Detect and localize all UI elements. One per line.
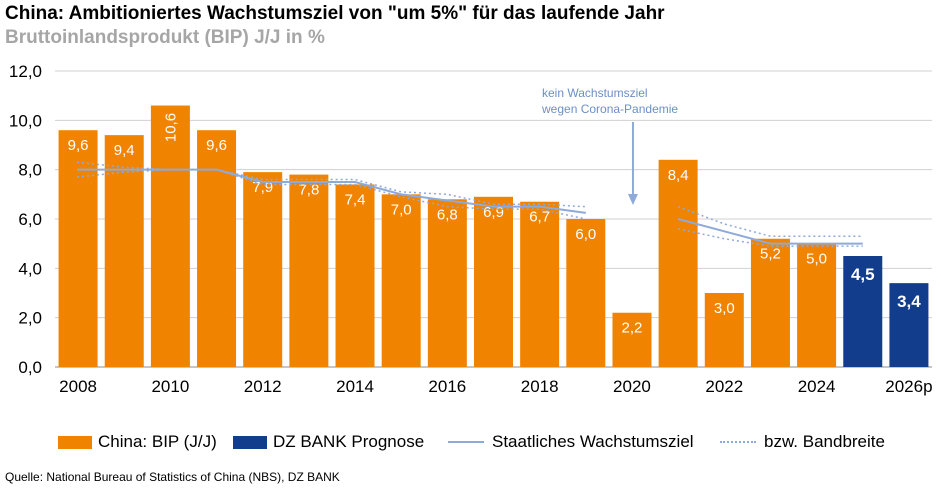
bar-line-chart: 0,0 2,0 4,0 6,0 8,0 10,0 12,0 9,6 9,4 10,6 9,6 7,9 7…	[9, 62, 933, 396]
bar	[520, 201, 560, 367]
x-tick-label: 2016	[428, 377, 466, 396]
bar	[243, 172, 283, 367]
x-tick-label: 2018	[521, 377, 559, 396]
bar-data-label: 6,7	[529, 209, 550, 226]
bar-data-label: 7,0	[391, 201, 412, 218]
bar	[150, 105, 190, 368]
bar	[566, 219, 606, 367]
y-tick-label: 8,0	[18, 161, 42, 180]
annotation-text: wegen Corona-Pandemie	[541, 102, 678, 116]
legend-item-forecast: DZ BANK Prognose	[233, 432, 424, 452]
y-tick-label: 6,0	[18, 210, 42, 229]
bar	[104, 135, 144, 367]
x-tick-label: 2020	[613, 377, 651, 396]
bar-data-label: 7,9	[252, 179, 273, 196]
bar	[58, 130, 98, 367]
bar-data-label: 5,2	[760, 246, 781, 263]
x-tick-label: 2008	[59, 377, 97, 396]
bar	[750, 238, 790, 367]
y-tick-label: 10,0	[9, 111, 42, 130]
target-line	[77, 168, 586, 214]
annotation-arrow-head	[627, 194, 638, 205]
bar-data-label: 9,4	[114, 142, 135, 159]
bar	[335, 184, 375, 367]
bar	[658, 159, 698, 367]
legend-label-gdp: China: BIP (J/J)	[98, 432, 217, 451]
bar	[797, 243, 837, 367]
band-lower-line	[677, 228, 863, 247]
bar	[889, 283, 929, 367]
y-tick-label: 2,0	[18, 309, 42, 328]
bar	[289, 174, 329, 367]
source-note: Quelle: National Bureau of Statistics of…	[5, 470, 340, 484]
bar-data-label: 6,8	[437, 206, 458, 223]
bar-data-label: 2,2	[622, 320, 643, 337]
bar	[427, 199, 467, 367]
bar-data-label: 6,0	[575, 226, 596, 243]
chart-title: China: Ambitioniertes Wachstumsziel von …	[5, 3, 665, 24]
bar	[197, 130, 237, 367]
bar-data-label: 7,8	[298, 182, 319, 199]
bar-data-label: 3,4	[897, 292, 921, 311]
bar-data-label: 10,6	[162, 113, 179, 142]
bar	[704, 293, 744, 367]
target-line	[677, 218, 863, 245]
bar-data-label: 6,9	[483, 204, 504, 221]
legend-item-gdp: China: BIP (J/J)	[58, 432, 217, 452]
chart-legend: China: BIP (J/J) DZ BANK Prognose Staatl…	[48, 432, 928, 454]
y-tick-label: 12,0	[9, 62, 42, 81]
legend-item-band: bzw. Bandbreite	[720, 432, 885, 452]
bar-data-label: 4,5	[851, 265, 875, 284]
x-tick-label: 2014	[336, 377, 374, 396]
bar	[381, 194, 421, 367]
legend-item-target: Staatliches Wachstumsziel	[448, 432, 694, 452]
legend-label-band: bzw. Bandbreite	[764, 432, 885, 451]
legend-swatch-band	[720, 441, 756, 443]
legend-label-target: Staatliches Wachstumsziel	[492, 432, 694, 451]
y-tick-label: 0,0	[18, 358, 42, 377]
chart-subtitle: Bruttoinlandsprodukt (BIP) J/J in %	[5, 27, 325, 48]
bar-data-label: 3,0	[714, 300, 735, 317]
x-tick-label: 2026p	[885, 377, 932, 396]
band-upper-line	[677, 205, 863, 238]
bar-data-label: 9,6	[206, 137, 227, 154]
y-tick-label: 4,0	[18, 259, 42, 278]
legend-swatch-target	[448, 441, 484, 443]
x-tick-label: 2012	[244, 377, 282, 396]
x-tick-label: 2010	[151, 377, 189, 396]
bar-data-label: 8,4	[668, 167, 689, 184]
legend-swatch-forecast	[233, 435, 267, 449]
x-tick-label: 2024	[798, 377, 836, 396]
annotation-text: kein Wachstumsziel	[542, 86, 648, 100]
bar	[843, 256, 883, 367]
legend-label-forecast: DZ BANK Prognose	[273, 432, 425, 451]
bar-data-label: 7,4	[345, 191, 366, 208]
bar-data-label: 9,6	[68, 137, 89, 154]
bar-data-label: 5,0	[806, 251, 827, 268]
legend-swatch-gdp	[58, 435, 92, 449]
bar	[474, 196, 513, 367]
bar	[612, 312, 652, 367]
x-tick-label: 2022	[705, 377, 743, 396]
